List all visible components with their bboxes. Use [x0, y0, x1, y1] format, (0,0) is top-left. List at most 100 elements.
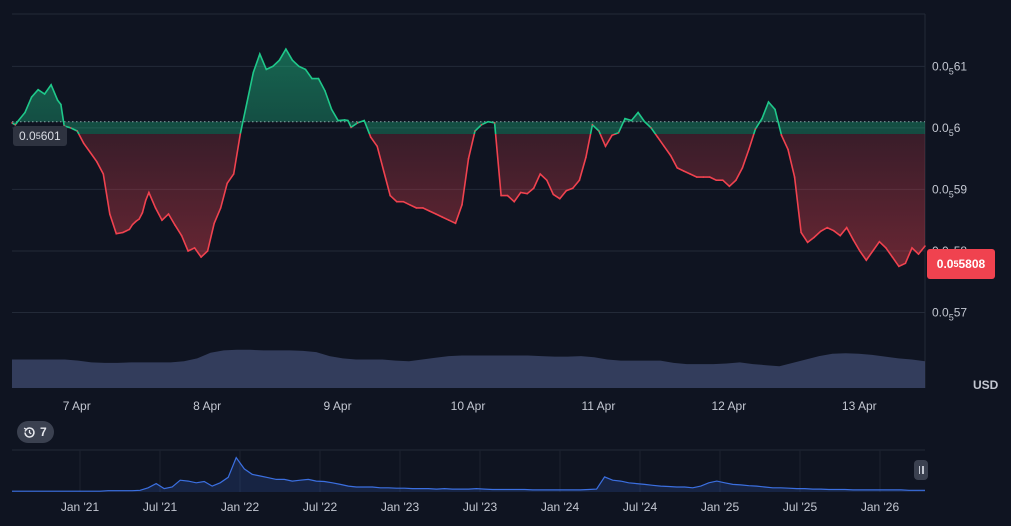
data-point-73 — [448, 219, 450, 221]
data-point-26 — [148, 191, 150, 194]
data-point-134 — [845, 226, 848, 229]
data-point-45 — [272, 65, 274, 68]
y-tick-0: 0.0561 — [932, 59, 967, 76]
data-point-114 — [715, 179, 718, 181]
volume-bars — [12, 349, 925, 388]
navigator-tick-9: Jul '25 — [783, 500, 818, 514]
data-point-29 — [167, 213, 170, 215]
data-point-97 — [604, 145, 607, 148]
data-point-18 — [115, 232, 118, 235]
data-point-56 — [343, 119, 346, 121]
data-point-47 — [285, 48, 287, 50]
data-point-49 — [298, 65, 300, 68]
data-point-116 — [728, 185, 731, 188]
data-point-131 — [826, 226, 828, 229]
data-point-0 — [11, 122, 13, 124]
data-point-34 — [200, 256, 202, 258]
x-axis: 7 Apr 8 Apr 9 Apr 10 Apr 11 Apr 12 Apr 13 Apr — [63, 399, 877, 413]
data-point-120 — [754, 128, 757, 130]
volume-area — [12, 349, 925, 388]
y-tick-rest-2: 59 — [954, 182, 968, 196]
data-point-119 — [748, 148, 750, 151]
x-tick-3: 10 Apr — [451, 399, 486, 413]
y-tick-sub-2: 5 — [949, 189, 954, 199]
price-rest: 5808 — [958, 257, 986, 271]
price-prefix: 0.0 — [936, 257, 954, 271]
data-point-82 — [506, 194, 509, 197]
data-point-93 — [578, 179, 581, 181]
data-point-144 — [911, 247, 913, 249]
data-point-95 — [591, 124, 594, 126]
data-point-106 — [663, 145, 665, 148]
data-point-133 — [839, 234, 841, 237]
data-point-76 — [467, 157, 470, 160]
data-point-80 — [493, 122, 496, 124]
data-point-88 — [546, 179, 548, 181]
navigator[interactable]: Jan '21 Jul '21 Jan '22 Jul '22 Jan '23 Jul '… — [12, 449, 925, 514]
data-point-135 — [852, 239, 855, 241]
navigator-tick-10: Jan '26 — [861, 500, 900, 514]
data-point-111 — [696, 176, 698, 178]
history-count: 7 — [40, 425, 47, 439]
data-point-30 — [174, 224, 176, 226]
data-point-42 — [252, 71, 255, 74]
navigator-tick-4: Jan '23 — [381, 500, 420, 514]
data-point-92 — [572, 187, 574, 189]
data-point-14 — [89, 151, 92, 154]
data-point-19 — [122, 231, 124, 234]
data-point-28 — [161, 219, 163, 221]
data-point-143 — [904, 262, 907, 265]
data-point-89 — [552, 193, 555, 196]
data-point-43 — [259, 53, 261, 55]
data-point-66 — [402, 200, 405, 203]
data-point-127 — [800, 231, 802, 234]
data-point-85 — [526, 192, 528, 195]
navigator-handle[interactable] — [914, 460, 928, 480]
x-tick-4: 11 Apr — [582, 399, 616, 413]
data-point-75 — [461, 204, 463, 206]
data-point-81 — [500, 194, 502, 197]
history-icon — [23, 426, 35, 438]
data-point-27 — [154, 207, 157, 209]
data-point-145 — [917, 253, 920, 255]
data-point-130 — [819, 230, 822, 233]
price-sub: 5 — [953, 259, 959, 269]
current-price-badge: 0.0 5 5808 — [927, 249, 995, 279]
data-point-132 — [832, 229, 835, 232]
y-tick-prefix-4: 0.0 — [932, 306, 949, 320]
data-point-59 — [356, 122, 359, 124]
data-point-138 — [872, 250, 874, 252]
navigator-tick-3: Jul '22 — [303, 500, 338, 514]
navigator-tick-1: Jul '21 — [143, 500, 178, 514]
data-point-125 — [787, 148, 789, 151]
data-point-39 — [232, 173, 235, 175]
navigator-tick-2: Jan '22 — [221, 500, 260, 514]
x-tick-5: 12 Apr — [712, 399, 747, 413]
history-button[interactable]: 7 — [17, 421, 54, 443]
data-point-54 — [330, 108, 333, 111]
data-point-21 — [131, 223, 134, 226]
data-point-15 — [96, 160, 98, 163]
data-point-57 — [347, 119, 349, 122]
data-point-103 — [643, 120, 646, 123]
data-point-72 — [441, 216, 444, 218]
data-point-53 — [324, 90, 326, 92]
data-point-8 — [56, 99, 59, 101]
data-point-96 — [598, 130, 600, 132]
data-point-140 — [885, 247, 887, 249]
data-point-64 — [389, 194, 392, 197]
data-point-99 — [617, 132, 620, 134]
data-point-79 — [487, 120, 489, 123]
data-point-31 — [180, 234, 183, 237]
data-point-121 — [761, 117, 763, 120]
baseline-sub: 5 — [35, 131, 41, 141]
data-point-113 — [709, 176, 711, 178]
data-point-35 — [206, 250, 209, 252]
data-point-13 — [82, 142, 85, 145]
data-point-33 — [193, 247, 196, 249]
data-point-109 — [682, 170, 685, 172]
data-point-65 — [396, 200, 398, 203]
data-point-22 — [135, 220, 137, 223]
y-tick-sub-0: 5 — [949, 66, 954, 76]
